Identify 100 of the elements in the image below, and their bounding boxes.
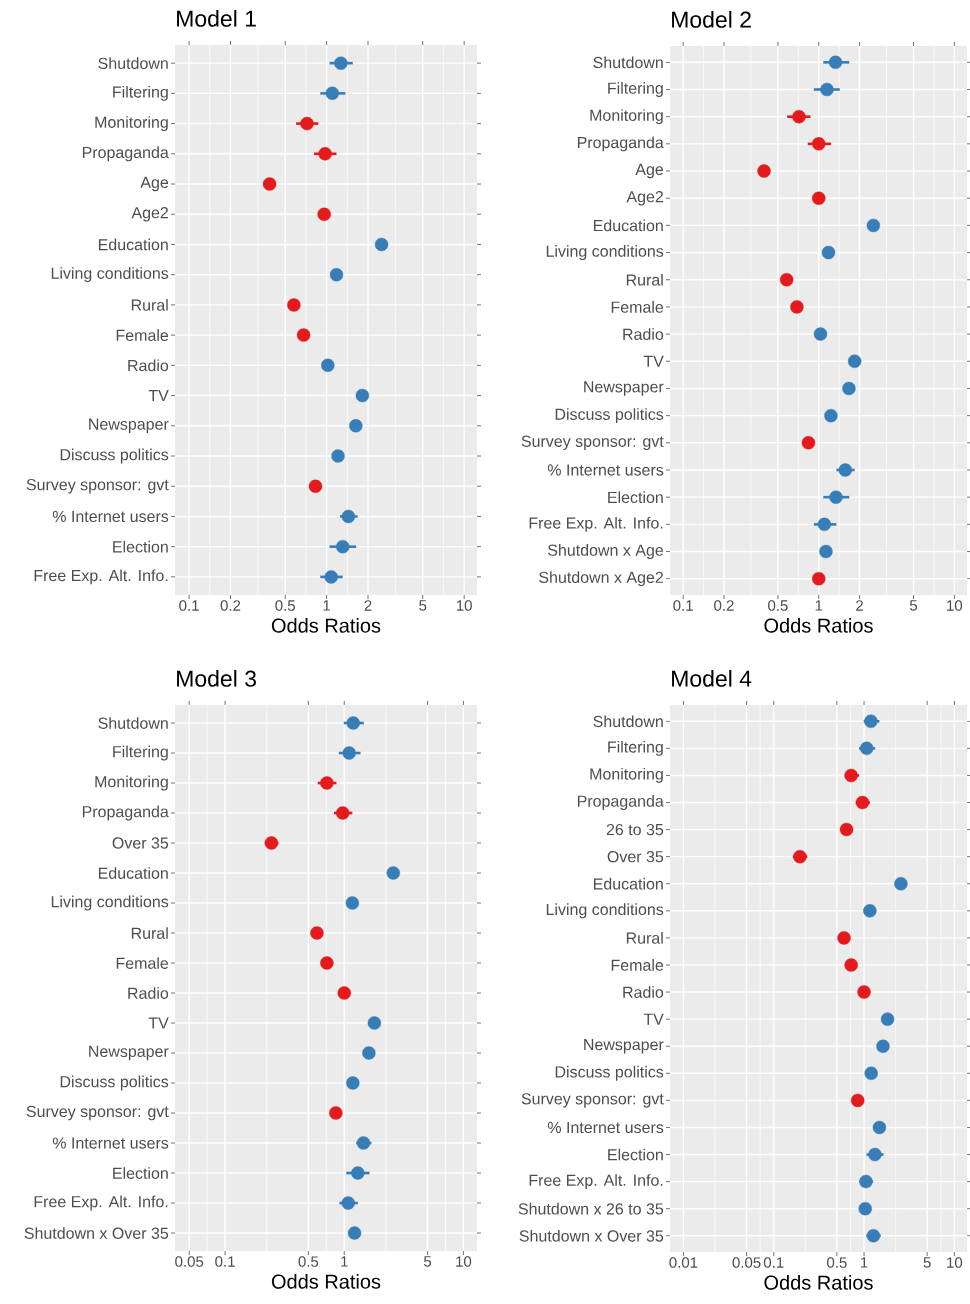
chart-title: Model 1 bbox=[177, 9, 256, 27]
x-tick-label: 0.05 bbox=[175, 1256, 204, 1267]
x-tick-label: 0.5 bbox=[298, 1256, 319, 1267]
x-tick-label: 0.5 bbox=[827, 1257, 847, 1268]
y-tick-label: Newspaper bbox=[89, 418, 169, 433]
y-tick-label: Education bbox=[593, 219, 663, 232]
x-tick-label: 1 bbox=[815, 600, 823, 611]
x-axis-title: Odds Ratios bbox=[271, 1274, 381, 1289]
x-tick-label: 1 bbox=[861, 1257, 868, 1268]
y-tick-label: Filtering bbox=[608, 82, 663, 97]
y-tick-label: TV bbox=[148, 1017, 169, 1029]
y-tick-label: Female bbox=[116, 957, 169, 969]
y-tick-label: Newspaper bbox=[89, 1045, 169, 1061]
x-tick-label: 10 bbox=[456, 600, 472, 611]
y-tick-label: Election bbox=[113, 540, 168, 553]
y-tick-label: Rural bbox=[626, 932, 663, 944]
y-tick-label: Shutdown x Age bbox=[548, 544, 664, 559]
y-tick-label: Newspaper bbox=[584, 381, 664, 396]
y-tick-label: Propaganda bbox=[577, 795, 664, 810]
y-tick-label: Rural bbox=[626, 273, 663, 286]
y-tick-label: % Internet users bbox=[52, 1137, 169, 1149]
x-tick-label: 5 bbox=[423, 1256, 432, 1267]
x-tick-label: 10 bbox=[456, 1256, 472, 1267]
y-tick-label: Living conditions bbox=[51, 895, 169, 911]
y-tick-label: Survey sponsor: gvt bbox=[26, 478, 169, 494]
y-tick-label: TV bbox=[643, 1013, 664, 1025]
x-tick-label: 2 bbox=[364, 600, 372, 611]
y-tick-label: Monitoring bbox=[590, 109, 663, 125]
y-tick-label: Over 35 bbox=[607, 851, 664, 863]
y-tick-label: Age bbox=[140, 176, 169, 192]
x-tick-label: 0.05 bbox=[732, 1257, 761, 1268]
y-tick-label: Free Exp. Alt. Info. bbox=[529, 1174, 663, 1190]
x-tick-label: 0.01 bbox=[669, 1257, 698, 1268]
x-tick-label: 5 bbox=[909, 600, 918, 611]
y-tick-label: Monitoring bbox=[95, 116, 168, 132]
y-tick-label: Age2 bbox=[131, 207, 168, 222]
y-tick-label: Shutdown x Age2 bbox=[539, 571, 663, 587]
y-tick-label: Survey sponsor: gvt bbox=[521, 1093, 664, 1108]
y-tick-label: Education bbox=[98, 238, 168, 251]
x-tick-label: 0.1 bbox=[179, 600, 199, 611]
y-tick-label: Rural bbox=[131, 299, 168, 311]
y-tick-label: % Internet users bbox=[547, 464, 664, 476]
y-tick-label: Female bbox=[116, 329, 169, 341]
y-tick-label: Discuss politics bbox=[555, 1065, 664, 1081]
y-tick-label: % Internet users bbox=[547, 1121, 664, 1134]
chart-title: Model 3 bbox=[177, 669, 256, 687]
y-tick-label: Shutdown x 26 to 35 bbox=[518, 1202, 664, 1215]
x-tick-label: 5 bbox=[923, 1257, 931, 1268]
chart-title: Model 2 bbox=[672, 10, 751, 28]
x-tick-label: 0.1 bbox=[673, 600, 693, 611]
x-tick-label: 5 bbox=[419, 600, 427, 611]
y-tick-label: Survey sponsor: gvt bbox=[26, 1105, 169, 1121]
x-axis-title: Odds Ratios bbox=[271, 618, 381, 633]
x-tick-label: 1 bbox=[341, 1256, 348, 1267]
y-tick-label: Discuss politics bbox=[555, 408, 664, 424]
y-tick-label: TV bbox=[643, 355, 664, 367]
y-tick-label: Shutdown x Over 35 bbox=[519, 1229, 664, 1242]
y-tick-label: Shutdown bbox=[98, 717, 168, 729]
y-tick-label: Radio bbox=[623, 328, 664, 340]
y-tick-label: Education bbox=[98, 867, 168, 879]
y-tick-label: Propaganda bbox=[82, 805, 169, 821]
y-tick-label: Female bbox=[611, 301, 664, 313]
y-tick-label: Rural bbox=[131, 927, 168, 939]
y-tick-label: Age2 bbox=[626, 190, 663, 206]
y-tick-label: TV bbox=[148, 390, 169, 402]
y-tick-label: Propaganda bbox=[82, 146, 169, 162]
x-tick-label: 2 bbox=[856, 600, 863, 611]
y-tick-label: Shutdown bbox=[593, 715, 663, 728]
y-tick-label: Radio bbox=[623, 986, 664, 998]
y-tick-label: Over 35 bbox=[112, 837, 169, 849]
y-tick-label: % Internet users bbox=[52, 510, 169, 523]
y-tick-label: Filtering bbox=[113, 85, 168, 101]
y-tick-label: Education bbox=[593, 877, 663, 890]
x-tick-label: 0.2 bbox=[220, 600, 241, 611]
y-tick-label: Newspaper bbox=[584, 1039, 664, 1054]
y-tick-label: 26 to 35 bbox=[606, 823, 664, 836]
y-tick-label: Free Exp. Alt. Info. bbox=[34, 1195, 168, 1211]
x-tick-label: 0.2 bbox=[714, 600, 734, 611]
y-tick-label: Living conditions bbox=[546, 245, 664, 261]
y-tick-label: Propaganda bbox=[577, 136, 664, 152]
y-tick-label: Shutdown bbox=[98, 57, 168, 70]
y-tick-label: Election bbox=[608, 491, 663, 504]
x-tick-label: 1 bbox=[323, 600, 331, 611]
y-tick-label: Age bbox=[635, 163, 664, 179]
y-tick-label: Monitoring bbox=[590, 767, 663, 783]
y-tick-label: Discuss politics bbox=[60, 1075, 169, 1091]
y-tick-label: Monitoring bbox=[95, 775, 168, 791]
x-axis-title: Odds Ratios bbox=[764, 1275, 873, 1290]
y-tick-label: Discuss politics bbox=[60, 448, 169, 464]
y-tick-label: Radio bbox=[128, 359, 169, 372]
x-tick-label: 10 bbox=[947, 1257, 963, 1268]
x-tick-label: 10 bbox=[947, 600, 963, 611]
x-tick-label: 0.5 bbox=[275, 600, 296, 611]
y-tick-label: Living conditions bbox=[546, 903, 664, 919]
y-tick-label: Shutdown bbox=[593, 56, 663, 69]
y-tick-label: Female bbox=[611, 959, 664, 971]
y-tick-label: Survey sponsor: gvt bbox=[521, 435, 664, 451]
y-tick-label: Filtering bbox=[608, 740, 663, 756]
y-tick-label: Filtering bbox=[113, 745, 168, 761]
chart-title: Model 4 bbox=[672, 669, 752, 687]
